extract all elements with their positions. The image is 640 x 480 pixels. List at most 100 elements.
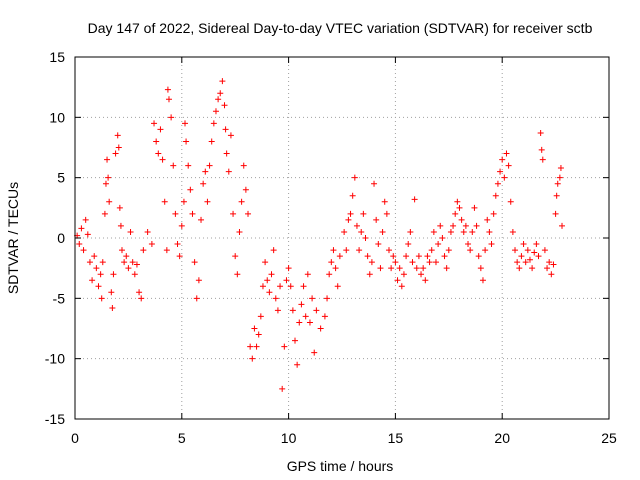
data-point: [131, 271, 138, 278]
data-point: [159, 156, 166, 163]
data-point: [477, 265, 484, 272]
data-point: [526, 256, 533, 263]
data-point: [191, 259, 198, 266]
data-point: [537, 130, 544, 137]
data-point: [182, 120, 189, 127]
data-point: [371, 180, 378, 187]
data-point: [405, 241, 412, 248]
y-tick-labels: -15 -10 -5 0 5 10 15: [45, 49, 65, 427]
data-point: [78, 225, 85, 232]
data-point: [102, 180, 109, 187]
axis-ticks: [74, 56, 610, 420]
data-point: [180, 198, 187, 205]
data-point: [450, 222, 457, 229]
data-point: [486, 228, 493, 235]
data-point: [285, 265, 292, 272]
data-point: [118, 247, 125, 254]
data-point: [253, 343, 260, 350]
data-point: [136, 289, 143, 296]
data-point: [418, 271, 425, 278]
data-point: [328, 259, 335, 266]
data-point: [206, 162, 213, 169]
data-point: [336, 253, 343, 260]
data-point: [553, 192, 560, 199]
data-point: [473, 222, 480, 229]
data-point: [215, 96, 222, 103]
data-point: [341, 228, 348, 235]
data-point: [172, 210, 179, 217]
data-point: [222, 126, 229, 133]
data-point: [533, 241, 540, 248]
x-tick-label: 0: [71, 430, 79, 446]
data-point: [251, 325, 258, 332]
data-point: [518, 253, 525, 260]
data-point: [82, 216, 89, 223]
data-point: [304, 271, 311, 278]
data-point: [257, 313, 264, 320]
data-point: [484, 216, 491, 223]
data-point: [385, 247, 392, 254]
data-point: [443, 265, 450, 272]
data-point: [270, 247, 277, 254]
data-point: [249, 355, 256, 362]
data-point: [345, 216, 352, 223]
data-point: [360, 210, 367, 217]
data-point: [247, 343, 254, 350]
data-point: [311, 349, 318, 356]
data-point: [324, 295, 331, 302]
x-tick-label: 15: [388, 430, 404, 446]
data-point: [168, 114, 175, 121]
data-point: [313, 307, 320, 314]
data-point: [105, 174, 112, 181]
data-point: [212, 108, 219, 115]
data-point: [106, 198, 113, 205]
data-point: [356, 247, 363, 254]
data-point: [396, 265, 403, 272]
data-point: [539, 156, 546, 163]
y-axis-label: SDTVAR / TECUs: [5, 182, 21, 294]
data-point: [432, 259, 439, 266]
data-point: [535, 253, 542, 260]
data-point: [330, 247, 337, 254]
x-tick-labels: 0 5 10 15 20 25: [71, 430, 617, 446]
data-point: [110, 271, 117, 278]
data-points: [74, 78, 566, 392]
data-point: [234, 271, 241, 278]
y-tick-label: 0: [57, 230, 65, 246]
y-tick-label: 15: [49, 49, 65, 65]
data-point: [516, 265, 523, 272]
data-point: [155, 150, 162, 157]
data-point: [161, 198, 168, 205]
data-point: [123, 253, 130, 260]
data-point: [138, 295, 145, 302]
data-point: [95, 283, 102, 290]
data-point: [210, 120, 217, 127]
data-point: [364, 253, 371, 260]
data-point: [176, 253, 183, 260]
data-point: [272, 295, 279, 302]
data-point: [129, 259, 136, 266]
data-point: [353, 222, 360, 229]
data-point: [232, 253, 239, 260]
data-point: [379, 228, 386, 235]
data-point: [538, 146, 545, 153]
data-point: [93, 265, 100, 272]
data-point: [296, 319, 303, 326]
data-point: [343, 247, 350, 254]
data-point: [559, 222, 566, 229]
x-tick-label: 25: [601, 430, 617, 446]
data-point: [469, 228, 476, 235]
data-point: [108, 289, 115, 296]
data-point: [475, 253, 482, 260]
data-point: [430, 228, 437, 235]
data-point: [170, 162, 177, 169]
data-point: [505, 162, 512, 169]
data-point: [501, 174, 508, 181]
data-point: [426, 259, 433, 266]
data-point: [223, 150, 230, 157]
x-tick-label: 20: [494, 430, 510, 446]
data-point: [127, 228, 134, 235]
data-point: [452, 210, 459, 217]
data-point: [362, 235, 369, 241]
data-point: [117, 222, 124, 229]
